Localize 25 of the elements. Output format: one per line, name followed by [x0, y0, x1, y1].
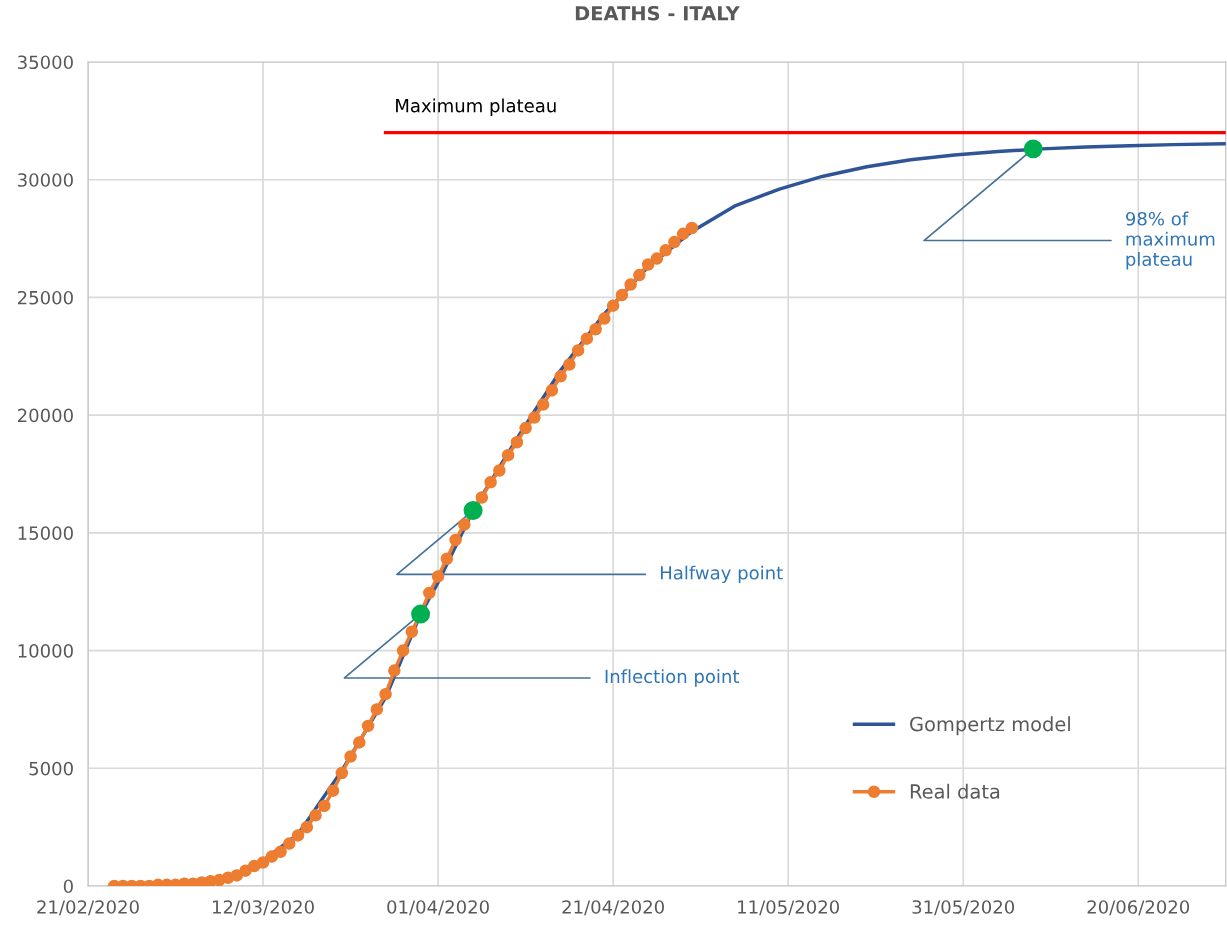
point: [1023, 139, 1043, 159]
annotation: Halfway point: [660, 565, 783, 584]
annotation: Inflection point: [605, 669, 740, 687]
annotation: 98% of maximum plateau: [1126, 211, 1215, 270]
y-tick-label: 20000: [18, 408, 73, 423]
x-tick-label: 01/04/2020: [387, 900, 489, 916]
y-tick-label: 10000: [18, 644, 73, 658]
y-tick-label: 5000: [29, 761, 73, 776]
chart-title: DEATHS - ITALY: [575, 5, 740, 21]
x-tick-label: 12/03/2020: [212, 900, 314, 916]
y-tick-label: 30000: [18, 173, 73, 187]
y-tick-label: 35000: [18, 55, 73, 70]
legend-label: Real data: [910, 783, 1000, 799]
x-tick-label: 21/04/2020: [562, 900, 664, 916]
x-tick-label: 31/05/2020: [912, 900, 1015, 916]
annotation: Maximum plateau: [396, 98, 556, 116]
point: [463, 501, 483, 520]
y-tick-label: 15000: [18, 526, 73, 540]
y-tick-label: 25000: [18, 290, 73, 305]
x-tick-label: 21/02/2020: [37, 900, 139, 916]
point: [411, 604, 431, 624]
y-tick-label: 0: [63, 879, 73, 894]
legend-label: Gompertz model: [910, 716, 1070, 736]
x-tick-label: 20/06/2020: [1087, 900, 1190, 916]
x-tick-label: 11/05/2020: [738, 900, 839, 916]
